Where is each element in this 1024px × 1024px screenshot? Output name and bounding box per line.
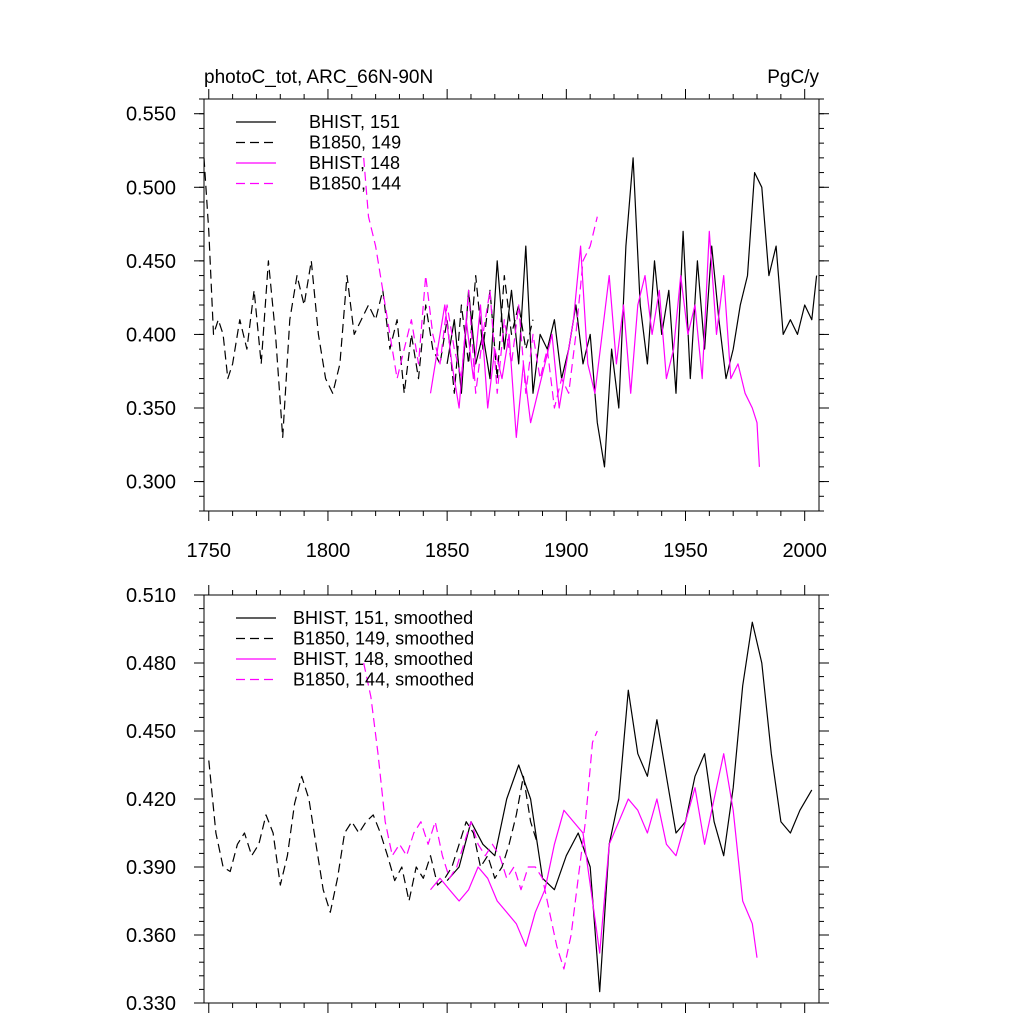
bottom-series-bhist-151-smoothed (446, 621, 813, 993)
chart-units: PgC/y (767, 67, 819, 88)
chart-title: photoC_tot, ARC_66N-90N (204, 67, 433, 88)
bottom-legend-label: BHIST, 148, smoothed (293, 649, 473, 669)
top-series-bhist-148 (429, 230, 760, 467)
top-plot-frame (203, 98, 820, 512)
top-x-tick-label: 1800 (306, 540, 351, 562)
bottom-legend-label: B1850, 149, smoothed (293, 629, 474, 649)
bottom-y-tick-label: 0.420 (126, 789, 176, 811)
bottom-y-tick-label: 0.450 (126, 721, 176, 743)
top-axes: 1750 1800 1850 1900 1950 2000 0.300 0.350 0.400 0… (126, 89, 829, 562)
bottom-series-group (208, 621, 813, 993)
top-x-tick-label: 1900 (544, 540, 589, 562)
top-legend-label: BHIST, 148 (309, 153, 400, 173)
bottom-series-b1850-144-smoothed (363, 662, 598, 970)
top-y-tick-label: 0.350 (126, 398, 176, 420)
top-legend-label: BHIST, 151 (309, 112, 400, 132)
top-series-b1850-149 (203, 157, 534, 438)
top-x-tick-label: 2000 (782, 540, 827, 562)
top-series-bhist-151 (446, 157, 818, 468)
top-series-group (203, 157, 818, 468)
top-x-tick-label: 1950 (663, 540, 708, 562)
bottom-axes: 0.330 0.360 0.390 0.420 0.450 0.480 0.510 (126, 585, 829, 1015)
bottom-y-tick-label: 0.480 (126, 653, 176, 675)
bottom-legend-label: BHIST, 151, smoothed (293, 608, 473, 628)
top-y-tick-label: 0.300 (126, 472, 176, 494)
bottom-series-b1850-149-smoothed (208, 760, 539, 913)
top-x-tick-label: 1750 (187, 540, 232, 562)
top-y-tick-label: 0.550 (126, 104, 176, 126)
bottom-y-tick-label: 0.360 (126, 925, 176, 947)
bottom-legend-label: B1850, 144, smoothed (293, 670, 474, 690)
top-y-tick-label: 0.400 (126, 324, 176, 346)
bottom-series-bhist-148-smoothed (430, 753, 758, 958)
bottom-y-tick-label: 0.330 (126, 993, 176, 1015)
bottom-y-tick-label: 0.390 (126, 857, 176, 879)
top-y-tick-label: 0.500 (126, 177, 176, 199)
bottom-y-tick-label: 0.510 (126, 585, 176, 607)
top-series-b1850-144 (363, 157, 598, 409)
top-legend-label: B1850, 149 (309, 133, 401, 153)
top-legend-label: B1850, 144 (309, 174, 401, 194)
top-x-tick-label: 1850 (425, 540, 470, 562)
top-y-tick-label: 0.450 (126, 251, 176, 273)
